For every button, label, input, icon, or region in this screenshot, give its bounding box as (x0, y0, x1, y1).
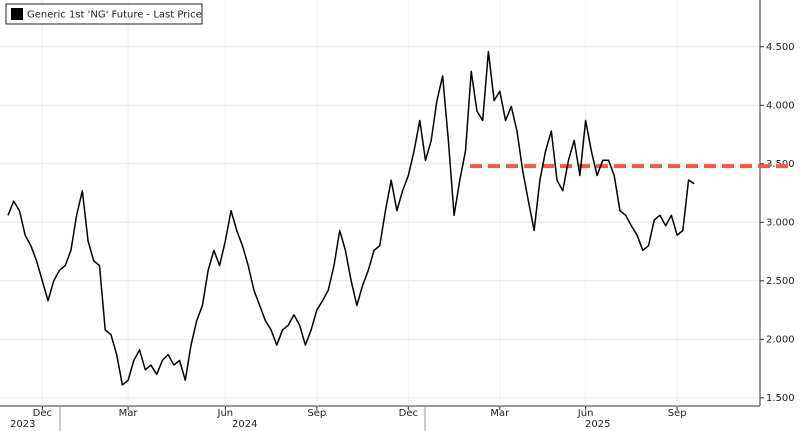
legend-label: Generic 1st 'NG' Future - Last Price (27, 10, 202, 21)
year-label: 2024 (232, 419, 257, 430)
x-tick-label: Jun (217, 408, 234, 419)
y-tick-label: 1.500 (766, 393, 795, 404)
line-series (7, 50, 695, 386)
x-tick-label: Dec (399, 408, 418, 419)
x-tick-label: Mar (490, 408, 510, 419)
x-tick-label: Jun (577, 408, 594, 419)
y-tick-label: 2.000 (766, 334, 795, 345)
x-tick-label: Dec (33, 408, 52, 419)
year-label: 2023 (10, 419, 35, 430)
legend-box (5, 3, 203, 25)
x-tick-label: Sep (668, 408, 687, 419)
y-tick-label: 4.000 (766, 100, 795, 111)
y-tick-label: 2.500 (766, 276, 795, 287)
legend-swatch (11, 8, 23, 20)
x-tick-label: Mar (119, 408, 139, 419)
y-tick-label: 4.500 (766, 42, 795, 53)
x-tick-label: Sep (307, 408, 326, 419)
legend: Generic 1st 'NG' Future - Last Price (5, 3, 203, 25)
y-tick-label: 3.000 (766, 217, 795, 228)
year-label: 2025 (585, 419, 610, 430)
